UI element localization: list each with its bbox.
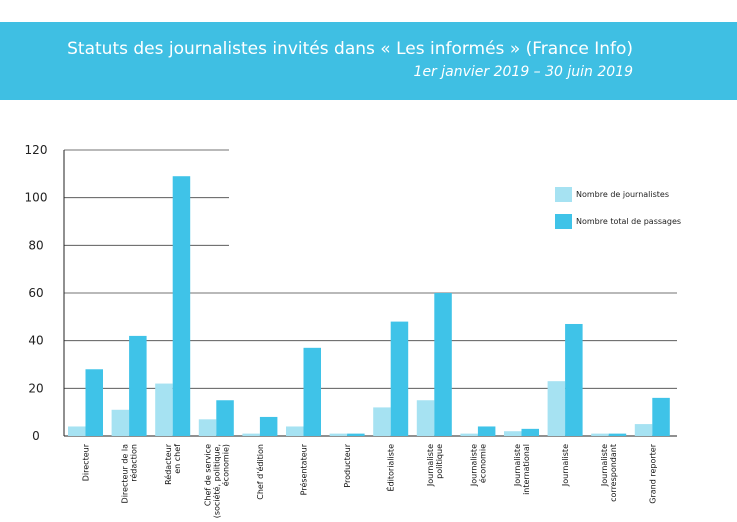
x-category-label: Rédacteuren chef <box>163 443 182 485</box>
bar-passages <box>652 397 670 436</box>
x-category-label-line: Journaliste <box>600 444 609 487</box>
x-category-label-line: Éditorialiste <box>385 444 396 492</box>
x-category-label: Chef d'édition <box>255 444 265 500</box>
legend-swatch <box>555 187 572 202</box>
bar-passages <box>216 400 234 436</box>
bar-passages <box>129 335 147 436</box>
bar-journalistes <box>329 433 348 436</box>
x-category-label: Chef de service(société, politique,écono… <box>203 444 230 518</box>
y-tick-label: 80 <box>28 238 43 252</box>
bar-passages <box>303 347 321 436</box>
bar-journalistes <box>198 419 217 436</box>
x-category-label-line: Rédacteur <box>163 443 173 485</box>
x-category-label-line: Directeur <box>82 443 91 481</box>
x-category-label: Producteur <box>343 443 352 487</box>
x-category-label: Éditorialiste <box>385 444 396 492</box>
bar-passages <box>434 293 452 436</box>
x-category-label-line: Directeur de la <box>121 444 130 504</box>
x-category-label: Journaliste <box>561 444 570 487</box>
x-category-label-line: Chef de service <box>203 444 212 506</box>
bar-journalistes <box>416 400 435 436</box>
y-tick-label: 40 <box>28 334 43 348</box>
bar-journalistes <box>286 426 304 436</box>
bar-journalistes <box>591 433 609 436</box>
bar-journalistes <box>504 431 522 436</box>
x-category-label-line: international <box>522 444 531 495</box>
x-category-label: Directeur de larédaction <box>121 444 139 504</box>
x-category-label-line: Journaliste <box>513 444 522 487</box>
x-category-label-line: politique <box>435 444 444 479</box>
x-category-label-line: Journaliste <box>426 444 435 487</box>
header-banner: Statuts des journalistes invités dans « … <box>0 22 737 100</box>
bar-journalistes <box>460 433 478 436</box>
x-category-label: Journalistecorrespondant <box>600 444 618 502</box>
bar-passages <box>477 426 496 436</box>
x-category-label-line: (société, politique, <box>211 444 221 518</box>
x-category-label: Directeur <box>82 443 91 481</box>
bar-passages <box>347 433 365 436</box>
bar-journalistes <box>155 383 173 436</box>
y-tick-label: 100 <box>25 191 48 205</box>
x-category-label: Grand reporter <box>648 443 657 503</box>
x-category-label-line: en chef <box>173 444 182 474</box>
x-category-label: Journalisteéconomie <box>469 444 487 487</box>
bar-passages <box>85 369 103 436</box>
bar-passages <box>259 416 278 436</box>
x-category-label: Journalistepolitique <box>426 444 444 487</box>
legend-swatch <box>555 214 572 229</box>
x-category-label-line: économie) <box>220 444 230 486</box>
bar-journalistes <box>373 407 391 436</box>
y-tick-label: 20 <box>28 381 43 395</box>
bar-journalistes <box>68 426 86 436</box>
legend-label: Nombre total de passages <box>576 217 681 226</box>
x-category-label-line: Chef d'édition <box>255 444 265 500</box>
x-category-label: Présentateur <box>299 443 309 495</box>
y-tick-label: 60 <box>28 286 43 300</box>
bar-passages <box>521 428 539 436</box>
bar-passages <box>608 433 627 436</box>
x-category-label-line: Grand reporter <box>648 443 657 503</box>
y-tick-label: 0 <box>32 429 40 443</box>
x-category-label-line: Journaliste <box>561 444 570 487</box>
x-category-label-line: Présentateur <box>299 443 309 495</box>
x-category-label: Journalisteinternational <box>513 444 531 495</box>
x-category-label-line: économie <box>477 444 487 483</box>
x-category-label-line: rédaction <box>129 444 139 482</box>
x-category-label-line: correspondant <box>609 444 618 502</box>
y-tick-label: 120 <box>25 143 48 157</box>
chart-subtitle: 1er janvier 2019 – 30 juin 2019 <box>413 64 633 80</box>
x-category-label-line: Journaliste <box>469 444 478 487</box>
bar-journalistes <box>634 424 653 436</box>
bar-passages <box>172 176 191 436</box>
chart-title: Statuts des journalistes invités dans « … <box>67 39 633 59</box>
bar-journalistes <box>547 381 566 436</box>
bar-journalistes <box>242 433 260 436</box>
bar-passages <box>390 321 409 436</box>
legend-label: Nombre de journalistes <box>576 190 669 199</box>
bar-passages <box>565 323 583 436</box>
x-category-label-line: Producteur <box>343 443 352 487</box>
bar-journalistes <box>111 409 130 436</box>
